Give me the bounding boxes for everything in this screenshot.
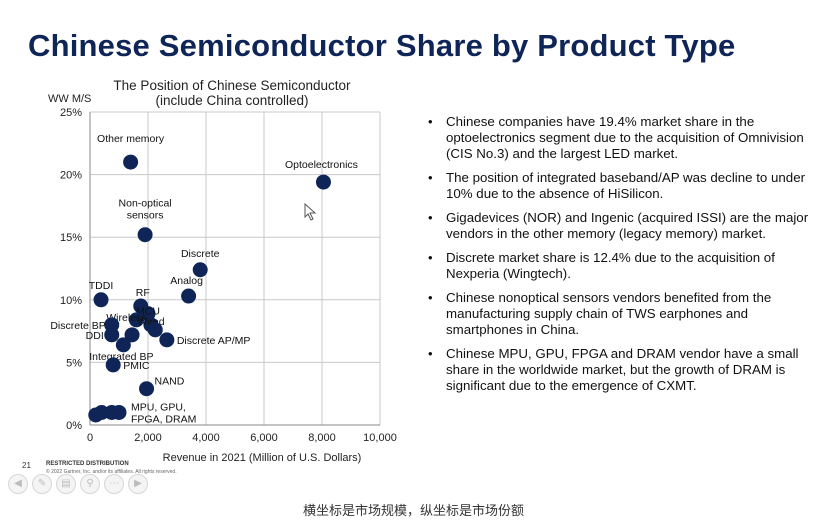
- data-point: [111, 404, 127, 420]
- point-label: Integrated BP: [89, 351, 153, 363]
- data-point: [104, 327, 120, 343]
- y-tick-label: 25%: [60, 107, 82, 119]
- point-label: Analog: [170, 275, 203, 287]
- x-tick-label: 4,000: [192, 432, 220, 444]
- scatter-chart: 0 2,000 4,000 6,000 8,000 10,000 0% 5% 10% 15% 20%…: [0, 70, 400, 470]
- data-point: [159, 332, 175, 348]
- data-point: [115, 337, 131, 353]
- slide: Chinese Semiconductor Share by Product T…: [0, 28, 827, 497]
- data-point: [139, 381, 155, 397]
- data-point: [123, 154, 139, 170]
- image-caption: 横坐标是市场规模，纵坐标是市场份额: [302, 503, 524, 518]
- more-icon[interactable]: ⋯: [104, 474, 124, 494]
- x-tick-label: 2,000: [134, 432, 162, 444]
- bullet-list: • Chinese companies have 19.4% market sha…: [428, 114, 818, 402]
- point-label: Discrete: [181, 248, 220, 260]
- y-tick-label: 5%: [66, 357, 82, 369]
- player-controls: ◀ ✎ ▤ ⚲ ⋯ ▶: [0, 472, 827, 497]
- point-label: RF: [136, 287, 150, 299]
- data-point: [128, 312, 144, 328]
- x-tick-label: 10,000: [363, 432, 397, 444]
- bullet-item: • Chinese MPU, GPU, FPGA and DRAM vendor …: [428, 346, 799, 393]
- x-tick-label: 0: [87, 432, 93, 444]
- data-point: [147, 322, 163, 338]
- point-label: NAND: [155, 376, 185, 388]
- page-number: 21: [22, 461, 31, 470]
- copyright-text: © 2022 Gartner, Inc. and/or its affiliat…: [46, 469, 177, 475]
- x-tick-label: 6,000: [250, 432, 278, 444]
- y-tick-label: 10%: [60, 295, 82, 307]
- bullet-item: • Gigadevices (NOR) and Ingenic (acquired…: [428, 210, 809, 241]
- x-tick-label: 8,000: [308, 432, 336, 444]
- pen-icon[interactable]: ✎: [32, 474, 52, 494]
- y-tick-label: 20%: [60, 170, 82, 182]
- chart-svg: 0 2,000 4,000 6,000 8,000 10,000 0% 5% 10% 15% 20%…: [48, 78, 397, 464]
- mouse-cursor-icon: [304, 203, 317, 221]
- data-point: [93, 292, 109, 308]
- bullet-item: • Chinese nonoptical sensors vendors bene…: [428, 290, 772, 337]
- point-label: Non-optical sensors: [119, 198, 172, 222]
- bullet-item: • Chinese companies have 19.4% market sha…: [428, 114, 804, 161]
- data-point: [137, 227, 153, 243]
- chart-title: The Position of Chinese Semiconductor (in…: [113, 78, 351, 108]
- back-icon[interactable]: ◀: [8, 474, 28, 494]
- slides-icon[interactable]: ▤: [56, 474, 76, 494]
- point-label: Optoelectronics: [285, 159, 358, 171]
- data-point: [315, 174, 331, 190]
- forward-icon[interactable]: ▶: [128, 474, 148, 494]
- y-tick-label: 15%: [60, 232, 82, 244]
- slide-title: Chinese Semiconductor Share by Product T…: [28, 28, 736, 63]
- data-point: [124, 327, 140, 343]
- x-axis-label: Revenue in 2021 (Million of U.S. Dollars…: [163, 452, 362, 464]
- point-label: DDI: [86, 330, 104, 342]
- bullet-item: • The position of integrated baseband/AP …: [428, 170, 806, 201]
- bullet-item: • Discrete market share is 12.4% due to t…: [428, 250, 775, 281]
- restricted-label: RESTRICTED DISTRIBUTION: [46, 461, 129, 467]
- point-label: Discrete AP/MP: [177, 335, 251, 347]
- y-tick-label: 0%: [66, 420, 82, 432]
- point-label: TDDI: [89, 280, 114, 292]
- y-axis-label: WW M/S: [48, 93, 91, 105]
- data-point: [140, 306, 156, 322]
- point-label: Discrete BP: [50, 320, 105, 332]
- data-point: [105, 357, 121, 373]
- data-point: [181, 288, 197, 304]
- point-label: MCU: [136, 306, 160, 318]
- zoom-icon[interactable]: ⚲: [80, 474, 100, 494]
- point-label: PMIC: [123, 360, 150, 372]
- point-label: MPU, GPU, FPGA, DRAM: [131, 401, 196, 425]
- point-label: Other memory: [97, 133, 165, 145]
- data-point: [192, 262, 208, 278]
